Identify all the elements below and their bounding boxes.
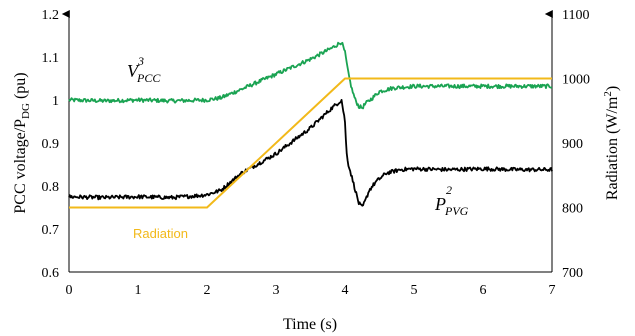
- series: [68, 41, 553, 209]
- series-line-v-pcc: [68, 41, 553, 110]
- y-right-tick-label: 1000: [562, 73, 590, 88]
- y-left-tick-label: 0.6: [42, 266, 60, 281]
- x-tick-label: 4: [342, 283, 349, 298]
- x-tick-label: 0: [66, 283, 73, 298]
- series-line-p-pvg: [68, 98, 553, 207]
- y-axis-right-label: Radiation (W/m2): [602, 86, 621, 200]
- x-tick-label: 3: [273, 283, 280, 298]
- y-axis-left-label: PCC voltage/PDG (pu): [12, 72, 32, 213]
- y-left-tick-label: 0.8: [42, 180, 60, 195]
- y-left-tick-label: 1: [52, 94, 59, 109]
- x-tick-label: 6: [480, 283, 487, 298]
- y-right-tick-label: 800: [562, 202, 583, 217]
- x-tick-label: 5: [411, 283, 418, 298]
- y-right-tick-label: 1100: [562, 8, 589, 23]
- y-right-tick-label: 700: [562, 266, 583, 281]
- x-tick-label: 7: [549, 283, 556, 298]
- y-left-tick-label: 0.9: [42, 137, 60, 152]
- axes: [61, 10, 553, 273]
- annotation-power: P2 PVG: [434, 183, 469, 218]
- y-left-tick-label: 1.2: [42, 8, 60, 23]
- series-line-radiation: [69, 77, 552, 209]
- annotation-voltage: V3 PCC: [127, 54, 161, 85]
- x-axis-label: Time (s): [283, 316, 337, 333]
- annotation-radiation: Radiation: [133, 226, 188, 241]
- tick-labels: 0 1 2 3 4 5 6 7 0.6 0.7 0.8 0.9 1 1.1 1.2 700 800 900 1000…: [42, 8, 591, 298]
- y-left-tick-label: 1.1: [42, 51, 60, 66]
- x-tick-label: 2: [204, 283, 211, 298]
- x-tick-label: 1: [135, 283, 142, 298]
- y-right-tick-label: 900: [562, 137, 583, 152]
- y-left-tick-label: 0.7: [42, 223, 60, 238]
